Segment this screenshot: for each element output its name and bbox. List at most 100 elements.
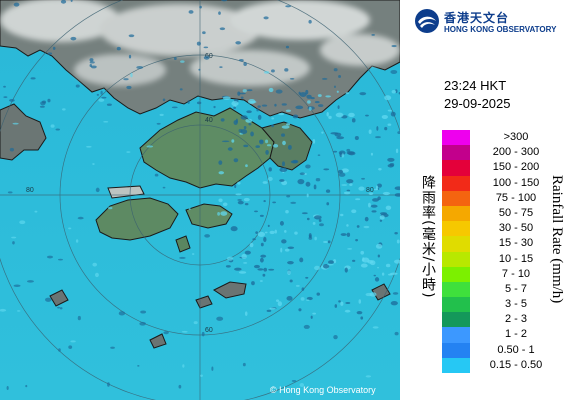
rain-echo — [371, 33, 375, 36]
rain-echo — [255, 145, 260, 148]
observation-time: 23:24 HKT — [444, 78, 507, 93]
legend-swatch — [442, 221, 470, 237]
rain-echo — [259, 257, 264, 263]
rain-echo — [345, 302, 351, 304]
rain-echo — [260, 242, 264, 247]
legend-label: 7 - 10 — [501, 267, 531, 280]
legend-label: 1 - 2 — [504, 328, 527, 341]
rain-echo — [278, 112, 285, 116]
rain-echo — [289, 77, 295, 80]
rain-echo — [374, 277, 380, 282]
rain-echo — [306, 299, 310, 302]
rain-echo — [30, 77, 36, 80]
legend-swatch — [442, 236, 470, 252]
rain-echo — [287, 260, 294, 265]
rain-echo — [263, 267, 268, 272]
rain-echo — [57, 306, 61, 309]
rain-echo — [159, 113, 164, 116]
rain-echo — [363, 225, 370, 229]
rain-echo — [390, 272, 398, 275]
legend-label: 0.15 - 0.50 — [489, 358, 543, 371]
legend-label: 50 - 75 — [498, 206, 534, 219]
rain-echo — [244, 250, 251, 255]
rain-echo — [171, 106, 178, 109]
radar-map: 40 60 60 80 80 © Hong Kong Observatory — [0, 0, 400, 400]
rain-echo — [55, 128, 60, 131]
rain-echo — [58, 348, 61, 352]
rain-echo — [368, 192, 374, 195]
rain-echo — [70, 340, 76, 343]
rain-echo — [390, 69, 398, 74]
rain-echo — [238, 271, 247, 274]
rain-echo — [396, 239, 400, 244]
legend-swatch — [442, 145, 470, 161]
rain-echo — [222, 202, 228, 207]
rain-echo — [385, 263, 391, 268]
rain-echo — [312, 221, 316, 225]
rain-echo — [75, 239, 79, 243]
rain-echo — [305, 276, 309, 279]
rain-echo — [259, 280, 263, 282]
rain-echo — [46, 255, 54, 259]
lantau-island — [95, 197, 179, 241]
rain-echo — [45, 297, 52, 302]
rain-echo — [269, 230, 275, 235]
rain-echo — [365, 292, 373, 297]
rain-echo — [248, 122, 252, 126]
rain-echo — [397, 131, 400, 135]
legend-swatch — [442, 266, 470, 282]
rain-echo — [301, 212, 308, 215]
rain-echo — [338, 300, 341, 303]
rain-echo — [338, 74, 341, 78]
rain-echo — [68, 227, 72, 230]
rain-echo — [343, 191, 351, 195]
rain-echo — [98, 98, 105, 102]
rain-echo — [233, 158, 239, 163]
rain-echo — [382, 191, 391, 196]
rain-echo — [321, 131, 324, 134]
rain-echo — [19, 220, 26, 225]
rain-echo — [348, 112, 355, 118]
rain-echo — [275, 299, 280, 302]
new-territories-land — [139, 107, 275, 189]
rain-echo — [391, 45, 397, 48]
rain-echo — [352, 259, 356, 262]
rain-echo — [271, 124, 274, 128]
rain-echo — [75, 84, 80, 88]
rain-echo — [306, 94, 312, 99]
rain-echo — [333, 68, 338, 72]
rain-echo — [243, 197, 250, 202]
observation-date: 29-09-2025 — [444, 96, 511, 111]
rain-echo — [346, 232, 351, 238]
rain-echo — [250, 131, 254, 137]
rain-echo — [6, 386, 9, 391]
rain-echo — [336, 90, 339, 93]
rain-echo — [110, 346, 115, 349]
rain-echo — [90, 65, 97, 69]
rain-echo — [263, 200, 266, 203]
ring-label-3: 60 — [205, 327, 213, 334]
rain-echo — [268, 268, 275, 271]
rain-echo — [107, 206, 113, 210]
pearl-delta-west-land — [0, 103, 47, 161]
rain-echo — [213, 105, 216, 109]
legend-swatch — [442, 342, 470, 358]
rain-echo — [216, 316, 224, 321]
rain-echo — [237, 199, 242, 201]
legend-label: 75 - 100 — [495, 191, 537, 204]
rain-echo — [240, 115, 248, 120]
rain-echo — [282, 140, 286, 146]
rain-echo — [303, 324, 310, 329]
rain-echo — [299, 257, 304, 263]
rain-echo — [323, 168, 330, 171]
range-ring-labels: 40 60 60 80 80 — [26, 53, 374, 334]
rain-echo — [180, 60, 185, 63]
rain-echo — [360, 316, 364, 320]
rain-echo — [299, 383, 305, 387]
rain-echo — [162, 98, 166, 102]
rain-echo — [299, 92, 307, 97]
rain-echo — [182, 364, 185, 368]
rain-echo — [341, 184, 348, 186]
rain-echo — [298, 308, 302, 312]
rain-echo — [218, 171, 225, 175]
